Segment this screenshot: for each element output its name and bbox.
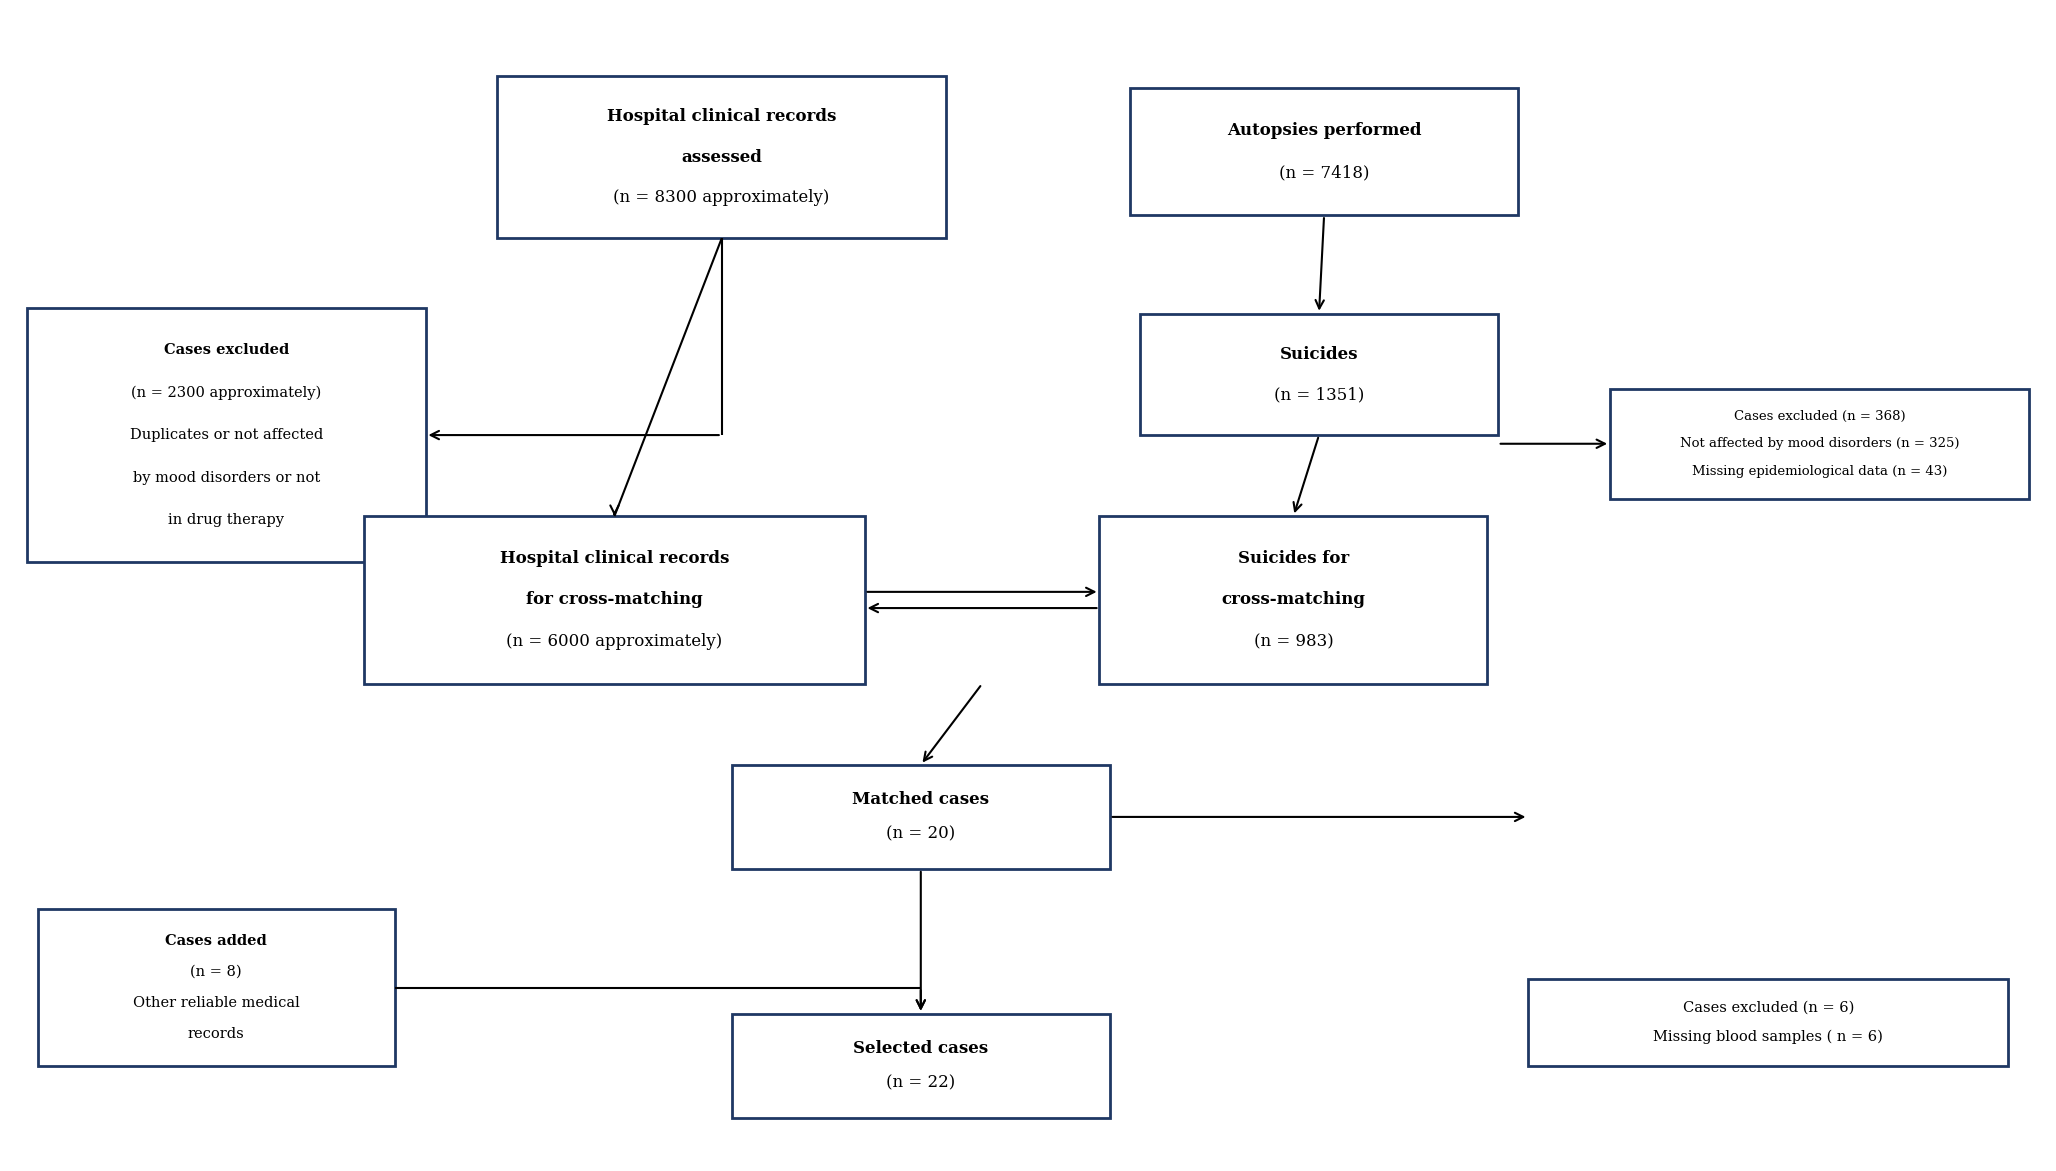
Text: (n = 8300 approximately): (n = 8300 approximately) (613, 190, 831, 206)
FancyBboxPatch shape (732, 765, 1110, 869)
Text: (n = 8): (n = 8) (191, 965, 243, 979)
FancyBboxPatch shape (37, 910, 395, 1066)
Text: Matched cases: Matched cases (853, 792, 989, 808)
Text: Other reliable medical: Other reliable medical (134, 997, 300, 1011)
FancyBboxPatch shape (1528, 979, 2009, 1066)
Text: (n = 1351): (n = 1351) (1275, 386, 1365, 403)
FancyBboxPatch shape (27, 308, 426, 562)
Text: Duplicates or not affected: Duplicates or not affected (130, 429, 323, 443)
Text: Not affected by mood disorders (n = 325): Not affected by mood disorders (n = 325) (1680, 437, 1959, 451)
Text: (n = 20): (n = 20) (886, 826, 956, 843)
FancyBboxPatch shape (498, 76, 946, 239)
Text: Cases added: Cases added (164, 933, 267, 947)
Text: Missing blood samples ( n = 6): Missing blood samples ( n = 6) (1653, 1029, 1883, 1045)
Text: by mood disorders or not: by mood disorders or not (134, 471, 321, 485)
Text: in drug therapy: in drug therapy (169, 513, 284, 527)
Text: (n = 983): (n = 983) (1254, 634, 1334, 650)
FancyBboxPatch shape (1100, 516, 1486, 684)
Text: for cross-matching: for cross-matching (526, 591, 703, 609)
Text: Hospital clinical records: Hospital clinical records (500, 549, 730, 567)
Text: Missing epidemiological data (n = 43): Missing epidemiological data (n = 43) (1692, 465, 1947, 478)
Text: (n = 6000 approximately): (n = 6000 approximately) (506, 634, 722, 650)
FancyBboxPatch shape (364, 516, 866, 684)
FancyBboxPatch shape (732, 1014, 1110, 1118)
Text: records: records (187, 1027, 245, 1041)
Text: Autopsies performed: Autopsies performed (1227, 122, 1421, 139)
FancyBboxPatch shape (1610, 389, 2029, 499)
Text: Selected cases: Selected cases (853, 1040, 989, 1057)
Text: Cases excluded: Cases excluded (164, 343, 290, 357)
FancyBboxPatch shape (1141, 314, 1497, 436)
Text: Hospital clinical records: Hospital clinical records (607, 109, 837, 125)
Text: (n = 22): (n = 22) (886, 1075, 956, 1091)
Text: Cases excluded (n = 368): Cases excluded (n = 368) (1733, 410, 1906, 423)
Text: (n = 7418): (n = 7418) (1279, 164, 1369, 182)
Text: Cases excluded (n = 6): Cases excluded (n = 6) (1682, 1001, 1855, 1015)
FancyBboxPatch shape (1131, 88, 1517, 215)
Text: cross-matching: cross-matching (1221, 591, 1365, 609)
Text: (n = 2300 approximately): (n = 2300 approximately) (132, 385, 321, 399)
Text: Suicides: Suicides (1279, 345, 1359, 363)
Text: assessed: assessed (681, 149, 763, 166)
Text: Suicides for: Suicides for (1238, 549, 1349, 567)
